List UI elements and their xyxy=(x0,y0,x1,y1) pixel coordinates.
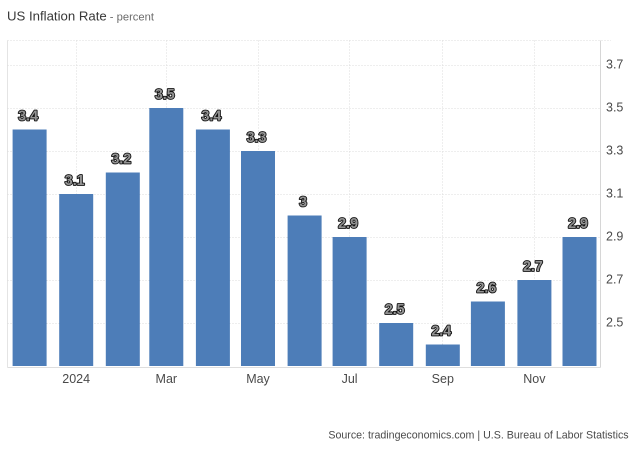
svg-text:3.3: 3.3 xyxy=(606,144,623,158)
svg-text:2.5: 2.5 xyxy=(385,302,405,318)
svg-text:Sep: Sep xyxy=(432,372,454,386)
svg-text:2.9: 2.9 xyxy=(606,230,623,244)
svg-text:US Inflation Rate: US Inflation Rate xyxy=(7,9,107,24)
svg-text:3.4: 3.4 xyxy=(201,109,221,125)
svg-text:Jul: Jul xyxy=(342,372,358,386)
svg-text:3.4: 3.4 xyxy=(18,109,38,125)
svg-text:3.2: 3.2 xyxy=(111,152,131,168)
svg-text:2.6: 2.6 xyxy=(476,281,496,297)
svg-text:2.7: 2.7 xyxy=(606,273,623,287)
svg-text:Mar: Mar xyxy=(156,372,178,386)
svg-text:2.7: 2.7 xyxy=(523,259,543,275)
svg-text:2.9: 2.9 xyxy=(568,216,588,232)
svg-text:3.1: 3.1 xyxy=(606,187,623,201)
svg-text:2024: 2024 xyxy=(62,372,90,386)
svg-text:3.5: 3.5 xyxy=(606,101,623,115)
svg-text:3.3: 3.3 xyxy=(247,130,267,146)
svg-text:Nov: Nov xyxy=(523,372,546,386)
svg-text:2.5: 2.5 xyxy=(606,316,623,330)
svg-text:3.5: 3.5 xyxy=(155,87,175,103)
svg-text:3.7: 3.7 xyxy=(606,58,623,72)
svg-text:- percent: - percent xyxy=(110,12,155,24)
svg-text:Source: tradingeconomics.com |: Source: tradingeconomics.com | U.S. Bure… xyxy=(328,429,628,441)
svg-text:3.1: 3.1 xyxy=(65,173,85,189)
svg-text:2.9: 2.9 xyxy=(338,216,358,232)
svg-text:3: 3 xyxy=(299,195,307,211)
svg-text:2.4: 2.4 xyxy=(431,324,451,340)
svg-text:May: May xyxy=(246,372,270,386)
